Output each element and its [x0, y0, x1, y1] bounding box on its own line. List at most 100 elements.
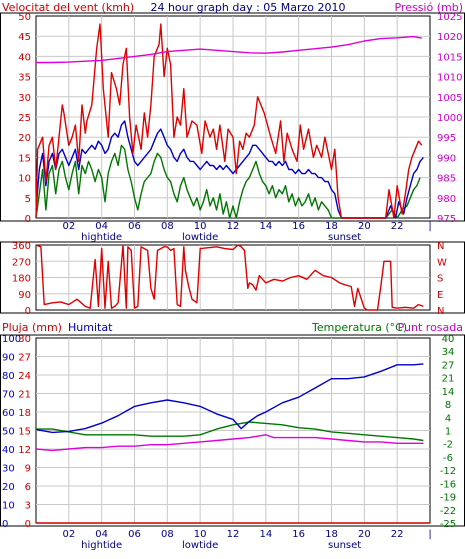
temperature-x-tick-label: 04 — [95, 529, 108, 540]
temperature-x-tick-label: 22 — [391, 529, 404, 540]
pressure-tick-label: 1025 — [437, 12, 462, 23]
temperature-tick-label: 27 — [442, 360, 455, 371]
wind-speed-x-tick-label: 16 — [292, 221, 305, 232]
humidity-tick-label: 30 — [2, 464, 15, 475]
pressure-tick-label: 1020 — [437, 32, 462, 43]
temperature-event-label: lowtide — [182, 540, 218, 551]
humidity-axis-title: Humitat — [68, 321, 113, 334]
temperature-tick-label: -22 — [440, 506, 456, 517]
temperature-tick-label: 14 — [442, 387, 455, 398]
dew-point-line — [35, 434, 424, 452]
temperature-x-tick-label: 12 — [227, 529, 240, 540]
rain-tick-label: 24 — [18, 371, 31, 382]
compass-tick-label: E — [437, 290, 443, 301]
temperature-tick-label: 21 — [442, 374, 455, 385]
wind-speed-x-tick-label: 10 — [194, 221, 207, 232]
pressure-tick-label: 980 — [437, 194, 456, 205]
pressure-tick-label: 1000 — [437, 113, 462, 124]
temperature-tick-label: 34 — [442, 347, 455, 358]
rain-tick-label: 6 — [25, 482, 31, 493]
direction-tick-label: 360 — [12, 241, 31, 252]
temperature-tick-label: 40 — [442, 334, 455, 345]
wind-speed-x-tick-label: 04 — [95, 221, 108, 232]
compass-tick-label: N — [437, 241, 444, 252]
temperature-x-tick-label: 06 — [128, 529, 141, 540]
wind-speed-tick-label: 35 — [18, 73, 31, 84]
wind-speed-x-tick-label: 12 — [227, 221, 240, 232]
pressure-tick-label: 1005 — [437, 93, 462, 104]
wind-speed-tick-label: 50 — [18, 12, 31, 23]
temperature-axis-title: Temperatura (°C) — [311, 321, 407, 334]
direction-tick-label: 0 — [25, 306, 31, 317]
temperature-x-tick-label: 14 — [259, 529, 272, 540]
wind-speed-tick-label: 10 — [18, 174, 31, 185]
pressure-axis-title: Pressió (mb) — [394, 1, 463, 14]
temperature-tick-label: 8 — [445, 400, 451, 411]
humidity-tick-label: 10 — [2, 501, 15, 512]
pressure-tick-label: 985 — [437, 174, 456, 185]
wind-speed-tick-label: 20 — [18, 133, 31, 144]
wind-speed-x-tick-label: 22 — [391, 221, 404, 232]
temperature-x-tick-label: | — [428, 529, 431, 540]
temperature-tick-label: -19 — [440, 493, 456, 504]
pressure-tick-label: 975 — [437, 214, 456, 225]
wind-average-line — [35, 120, 424, 219]
rain-tick-label: 3 — [25, 501, 31, 512]
rain-tick-label: 18 — [18, 408, 31, 419]
direction-tick-label: 270 — [12, 257, 31, 268]
temperature-x-tick-label: 18 — [325, 529, 338, 540]
humidity-tick-label: 90 — [2, 353, 15, 364]
temperature-x-tick-label: 02 — [62, 529, 75, 540]
rain-tick-label: 15 — [18, 427, 31, 438]
pressure-tick-label: 1015 — [437, 52, 462, 63]
temperature-tick-label: -12 — [440, 466, 456, 477]
humidity-tick-label: 0 — [2, 519, 8, 530]
compass-tick-label: S — [437, 274, 443, 285]
temperature-tick-label: 4 — [445, 413, 451, 424]
temperature-event-label: sunset — [328, 540, 361, 551]
wind-speed-event-label: sunset — [328, 232, 361, 243]
humidity-tick-label: 100 — [2, 334, 21, 345]
wind-speed-x-tick-label: 02 — [62, 221, 75, 232]
temperature-x-tick-label: 16 — [292, 529, 305, 540]
pressure-tick-label: 1010 — [437, 73, 462, 84]
temperature-x-tick-label: 20 — [358, 529, 371, 540]
wind-speed-axis-title: Velocitat del vent (kmh) — [2, 1, 134, 14]
pressure-line — [36, 35, 422, 64]
temperature-tick-label: -25 — [440, 519, 456, 530]
rain-axis-title: Pluja (mm) — [2, 321, 62, 334]
humidity-tick-label: 40 — [2, 445, 15, 456]
temperature-x-tick-label: 10 — [194, 529, 207, 540]
wind-speed-x-tick-label: 08 — [161, 221, 174, 232]
wind-speed-tick-label: 15 — [18, 153, 31, 164]
pressure-tick-label: 995 — [437, 133, 456, 144]
wind-speed-tick-label: 0 — [25, 214, 31, 225]
rain-tick-label: 21 — [18, 390, 31, 401]
rain-tick-label: 30 — [18, 334, 31, 345]
pressure-tick-label: 990 — [437, 153, 456, 164]
wind-speed-x-tick-label: 20 — [358, 221, 371, 232]
humidity-line — [35, 363, 424, 434]
humidity-tick-label: 70 — [2, 390, 15, 401]
temperature-x-tick-label: 08 — [161, 529, 174, 540]
wind-speed-x-tick-label: | — [428, 221, 431, 232]
wind-speed-tick-label: 45 — [18, 32, 31, 43]
direction-tick-label: 180 — [12, 274, 31, 285]
temperature-tick-label: -2 — [443, 440, 453, 451]
wind-speed-x-tick-label: 14 — [259, 221, 272, 232]
temperature-event-label: hightide — [81, 540, 122, 551]
temperature-tick-label: -6 — [443, 453, 453, 464]
wind-gust-line — [35, 23, 423, 219]
rain-tick-label: 9 — [25, 464, 31, 475]
humidity-tick-label: 80 — [2, 371, 15, 382]
wind-speed-tick-label: 5 — [25, 194, 31, 205]
wind-direction-line — [35, 244, 424, 311]
rain-tick-label: 27 — [18, 353, 31, 364]
wind-speed-x-tick-label: 18 — [325, 221, 338, 232]
chart-title: 24 hour graph day : 05 Marzo 2010 — [150, 1, 345, 14]
temperature-tick-label: 1 — [445, 427, 451, 438]
rain-tick-label: 12 — [18, 445, 31, 456]
compass-tick-label: N — [437, 306, 444, 317]
rain-tick-label: 0 — [25, 519, 31, 530]
